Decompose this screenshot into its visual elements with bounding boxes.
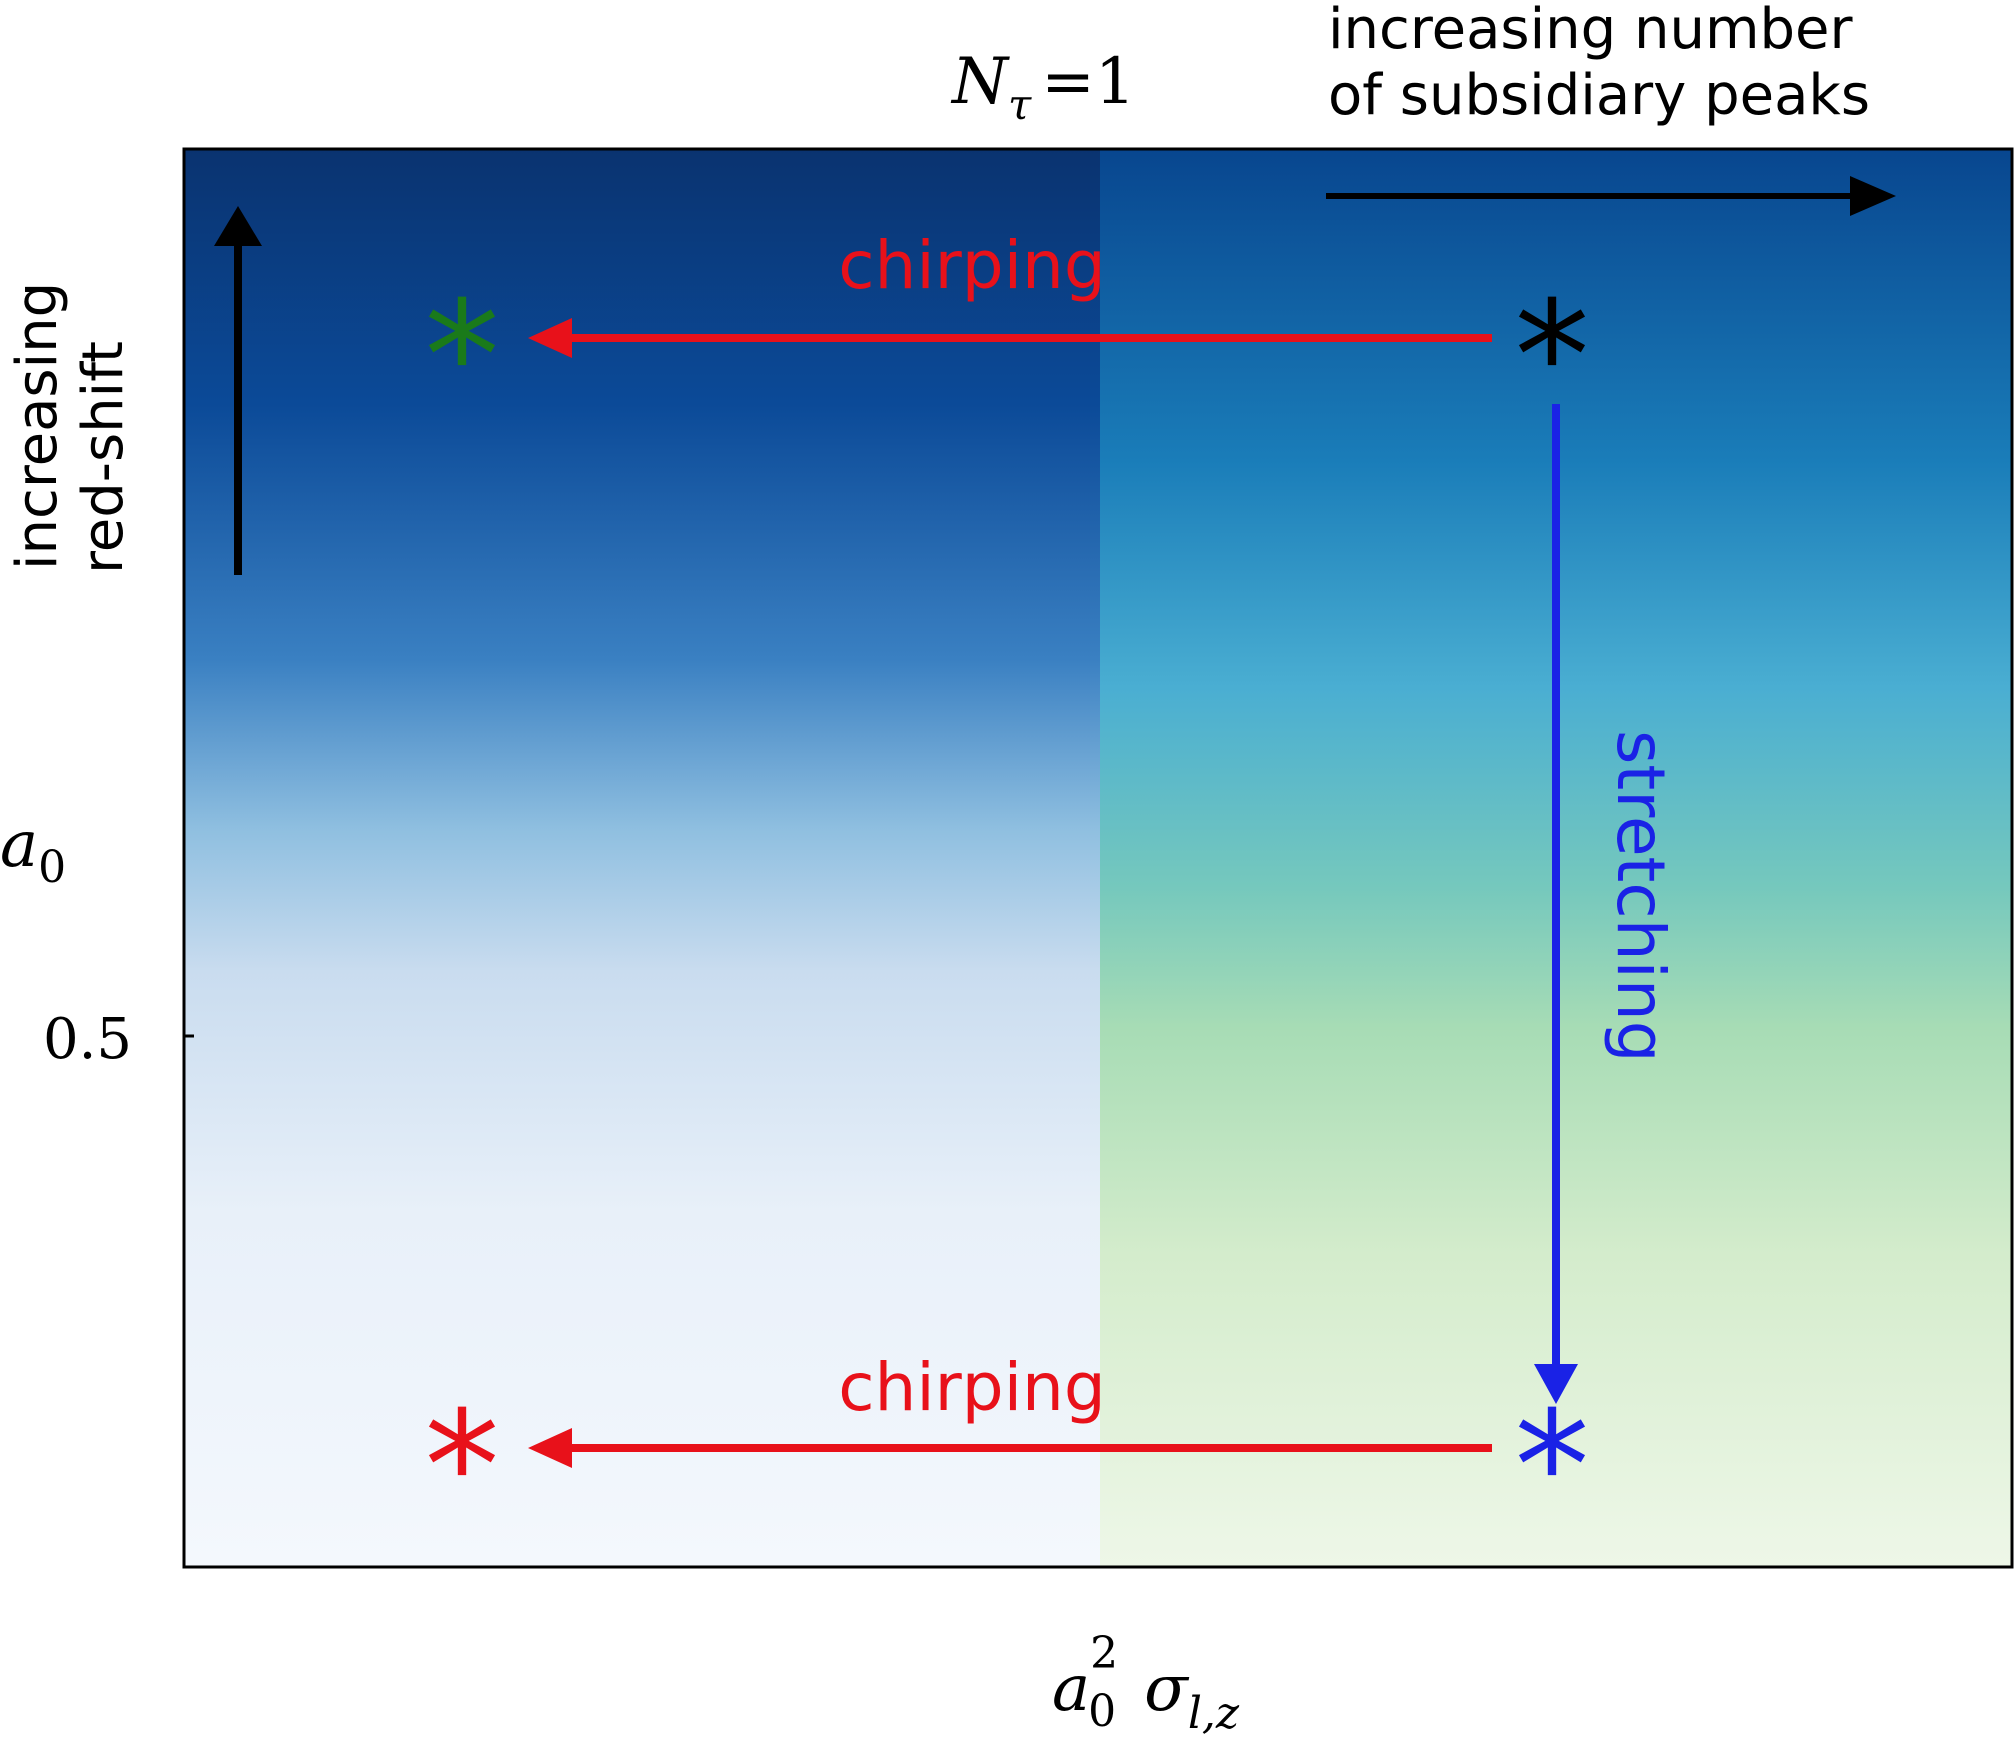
stretching-label: stretching xyxy=(1602,730,1679,1063)
left-note: increasing red-shift xyxy=(5,282,136,574)
chirping-arrow-bottom xyxy=(528,1428,1492,1468)
marker-top-right: * xyxy=(1515,270,1590,444)
chirping-arrow-top xyxy=(528,318,1492,358)
marker-bottom-left: * xyxy=(425,1380,500,1554)
panel-title: Nτ =1 xyxy=(950,45,1136,129)
y-axis-tick-label: 0.5 xyxy=(43,1007,132,1072)
stretching-label-wrap: stretching xyxy=(1602,730,1679,1063)
subsidiary-peaks-arrow xyxy=(1326,176,1896,216)
plot-frame xyxy=(182,147,2014,1569)
plot-region-left xyxy=(184,149,1100,1567)
top-right-note-line1: increasing number xyxy=(1328,0,1854,62)
top-right-note-line2: of subsidiary peaks xyxy=(1328,63,1870,128)
left-note-line1: increasing xyxy=(5,282,70,570)
chirping-label-top: chirping xyxy=(838,227,1106,304)
stretching-arrow xyxy=(1534,404,1578,1404)
chirping-label-bottom: chirping xyxy=(838,1349,1106,1426)
x-axis-label: a02 σl,z xyxy=(1052,1628,1240,1739)
marker-top-left: * xyxy=(425,270,500,444)
marker-bottom-right: * xyxy=(1515,1380,1590,1554)
y-axis-label: a0 xyxy=(0,808,66,893)
redshift-arrow xyxy=(214,206,262,575)
left-note-line2: red-shift xyxy=(71,341,136,574)
